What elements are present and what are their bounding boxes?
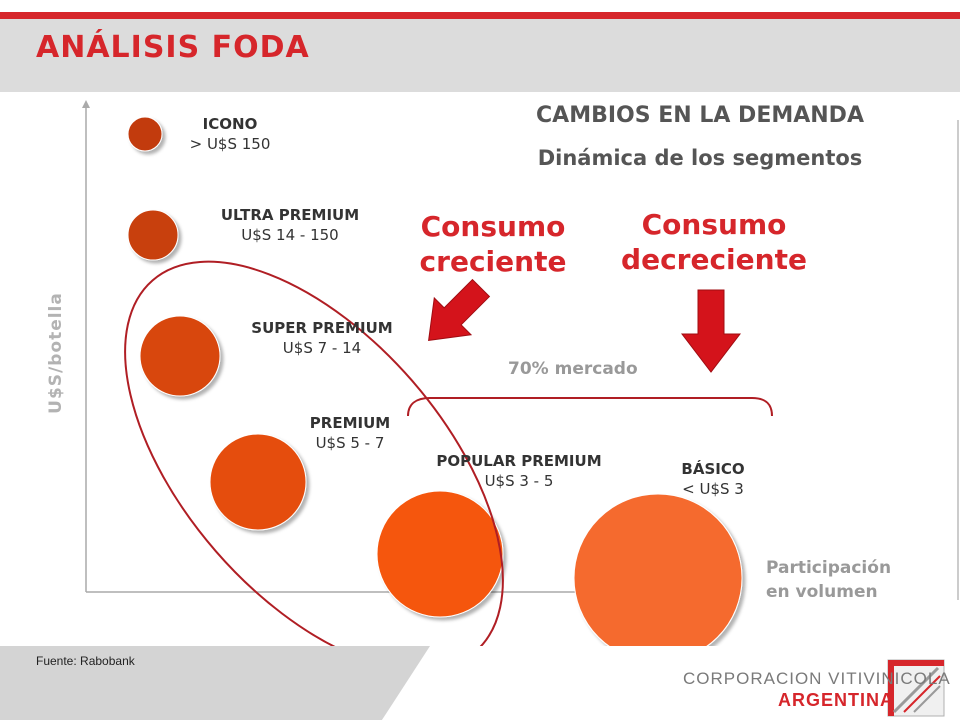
callout-declining-line1: Consumo <box>641 208 787 241</box>
segment-price: U$S 3 - 5 <box>484 472 554 490</box>
bubble-premium <box>209 433 307 531</box>
source-note: Fuente: Rabobank <box>36 654 135 668</box>
demand-subtitle: Dinámica de los segmentos <box>537 146 863 170</box>
callout-growing-line1: Consumo <box>420 210 566 243</box>
market-share-label: 70% mercado <box>508 359 638 379</box>
logo-emblem-icon <box>887 659 945 717</box>
segment-name: PREMIUM <box>309 414 391 432</box>
y-axis-arrow-icon <box>82 100 90 108</box>
segment-label-super-premium: SUPER PREMIUM U$S 7 - 14 <box>222 318 422 358</box>
segment-price: U$S 7 - 14 <box>282 339 362 357</box>
segment-name: BÁSICO <box>681 460 745 478</box>
bubble-ultra-premium <box>127 209 179 261</box>
x-axis-label: Participación en volumen <box>766 556 891 604</box>
segment-name: ULTRA PREMIUM <box>220 206 360 224</box>
segment-price: U$S 5 - 7 <box>315 434 385 452</box>
segment-label-ultra-premium: ULTRA PREMIUM U$S 14 - 150 <box>190 205 390 245</box>
market-share-bracket <box>407 397 773 417</box>
x-axis-label-line2: en volumen <box>766 582 878 602</box>
bubble-super-premium <box>139 315 221 397</box>
footer-light-band <box>382 646 960 720</box>
bubble-basico <box>573 493 743 663</box>
segment-price: > U$S 150 <box>189 135 271 153</box>
demand-title: CAMBIOS EN LA DEMANDA <box>536 103 864 128</box>
header-accent-bar <box>0 12 960 19</box>
segment-name: SUPER PREMIUM <box>251 319 393 337</box>
bubble-popular-premium <box>376 490 504 618</box>
callout-growing: Consumo creciente <box>403 209 583 279</box>
logo-text-line1: CORPORACION VITIVINICOLA <box>683 669 951 688</box>
header-band <box>0 19 960 92</box>
page-title: ANÁLISIS FODA <box>36 30 310 65</box>
callout-declining: Consumo decreciente <box>604 207 824 277</box>
segment-price: U$S 14 - 150 <box>241 226 339 244</box>
footer-band <box>0 646 432 720</box>
logo-text-line2: ARGENTINA <box>778 690 894 710</box>
segment-name: ICONO <box>202 115 258 133</box>
segment-price: < U$S 3 <box>682 480 744 498</box>
segment-label-basico: BÁSICO < U$S 3 <box>650 459 776 499</box>
callout-declining-line2: decreciente <box>621 243 807 276</box>
arrow-down-left-icon <box>428 278 491 341</box>
segment-label-popular-premium: POPULAR PREMIUM U$S 3 - 5 <box>404 451 634 491</box>
x-axis-label-line1: Participación <box>766 558 892 578</box>
y-axis-label: U$S/botella <box>46 292 66 414</box>
segment-label-premium: PREMIUM U$S 5 - 7 <box>280 413 420 453</box>
arrow-down-icon <box>680 289 742 373</box>
callout-growing-line2: creciente <box>419 245 567 278</box>
segment-name: POPULAR PREMIUM <box>436 452 602 470</box>
segment-label-icono: ICONO > U$S 150 <box>155 114 305 154</box>
bubble-icono <box>127 116 163 152</box>
